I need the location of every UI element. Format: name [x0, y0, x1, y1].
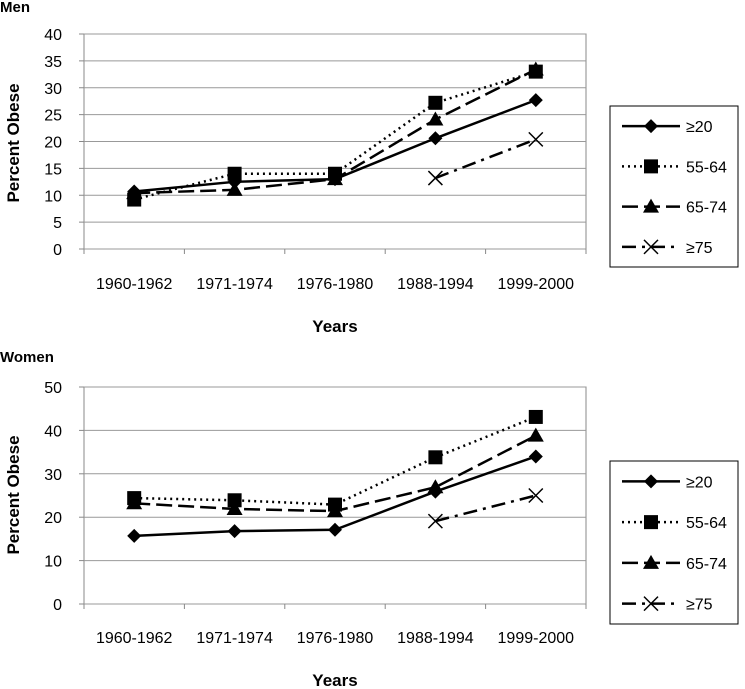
y-tick-label: 15 [44, 161, 62, 178]
y-tick-label: 35 [44, 54, 62, 71]
data-point [226, 500, 243, 515]
x-tick-label: 1976-1980 [297, 276, 374, 293]
x-axis-title: Years [312, 317, 357, 336]
legend-marker [644, 474, 658, 489]
x-tick-label: 1999-2000 [498, 630, 575, 647]
legend: ≥20 55-64 65-74 ≥75 [609, 460, 739, 625]
legend-label: 65-74 [686, 200, 727, 217]
x-tick-label: 1976-1980 [297, 630, 374, 647]
series-line [434, 138, 537, 180]
data-point [227, 493, 242, 508]
legend-box [609, 460, 739, 625]
legend: ≥20 55-64 65-74 ≥75 [609, 105, 739, 268]
data-point [528, 93, 543, 108]
y-tick-label: 25 [44, 108, 62, 125]
data-point [427, 111, 444, 126]
chart-panel-0: Men 0 5 10 15 20 25 30 35 40 1960-1962 1971-1974 197… [0, 0, 739, 336]
chart-title: Men [0, 0, 30, 16]
x-tick-label: 1988-1994 [397, 630, 474, 647]
legend-marker [643, 596, 659, 612]
data-point [328, 522, 342, 537]
data-point [427, 513, 443, 529]
y-tick-label: 10 [44, 554, 62, 571]
legend-marker [644, 159, 658, 174]
data-point [527, 61, 544, 76]
series-3 [427, 487, 544, 529]
y-tick-label: 20 [44, 510, 62, 527]
chart-panel-1: Women 0 10 20 30 40 50 1960-1962 1971-1974 1976-1… [0, 349, 739, 689]
legend-label: 55-64 [686, 515, 727, 532]
legend-label: ≥75 [686, 240, 713, 257]
y-axis-title: Percent Obese [4, 435, 23, 554]
data-point [327, 503, 343, 518]
y-tick-label: 30 [44, 467, 62, 484]
y-tick-label: 20 [44, 135, 62, 152]
y-axis-title: Percent Obese [4, 83, 23, 202]
chart-title: Women [0, 349, 54, 366]
data-point [428, 131, 443, 146]
y-tick-label: 50 [44, 380, 62, 397]
legend-label: ≥20 [686, 119, 713, 136]
data-point [226, 181, 243, 196]
x-tick-label: 1960-1962 [96, 630, 173, 647]
plot-area [83, 386, 587, 605]
data-point [427, 479, 444, 494]
data-point [126, 495, 143, 510]
data-point [528, 487, 544, 504]
series-3 [427, 131, 544, 186]
legend-label: 55-64 [686, 159, 727, 176]
legend-label: ≥75 [686, 597, 713, 614]
x-tick-label: 1999-2000 [498, 276, 575, 293]
y-tick-label: 10 [44, 188, 62, 205]
data-point [327, 171, 343, 186]
legend-box [609, 105, 739, 268]
y-tick-label: 0 [53, 597, 62, 614]
x-axis-title: Years [312, 671, 357, 689]
legend-marker [643, 554, 659, 569]
data-point [527, 427, 544, 442]
data-point [528, 409, 543, 424]
data-point [428, 95, 443, 110]
y-tick-label: 0 [53, 242, 62, 259]
data-point [428, 450, 443, 465]
legend-marker [643, 239, 659, 255]
data-point [227, 166, 242, 181]
series-2 [126, 61, 544, 200]
legend-marker [644, 119, 658, 134]
data-point [227, 524, 242, 539]
y-tick-label: 5 [53, 215, 62, 232]
data-point [126, 185, 143, 200]
legend-marker [644, 515, 658, 530]
data-point [528, 449, 543, 464]
series-line [134, 415, 537, 506]
x-tick-label: 1960-1962 [96, 276, 173, 293]
series-2 [126, 427, 544, 518]
x-tick-label: 1971-1974 [196, 276, 273, 293]
x-tick-label: 1971-1974 [196, 630, 273, 647]
series-line [435, 494, 537, 523]
legend-label: 65-74 [686, 556, 727, 573]
x-tick-label: 1988-1994 [397, 276, 474, 293]
data-point [528, 131, 544, 147]
y-tick-label: 40 [44, 27, 62, 44]
y-tick-label: 40 [44, 423, 62, 440]
legend-marker [643, 198, 659, 213]
data-point [427, 170, 443, 186]
data-point [127, 528, 142, 543]
legend-label: ≥20 [686, 474, 713, 491]
y-tick-label: 30 [44, 81, 62, 98]
